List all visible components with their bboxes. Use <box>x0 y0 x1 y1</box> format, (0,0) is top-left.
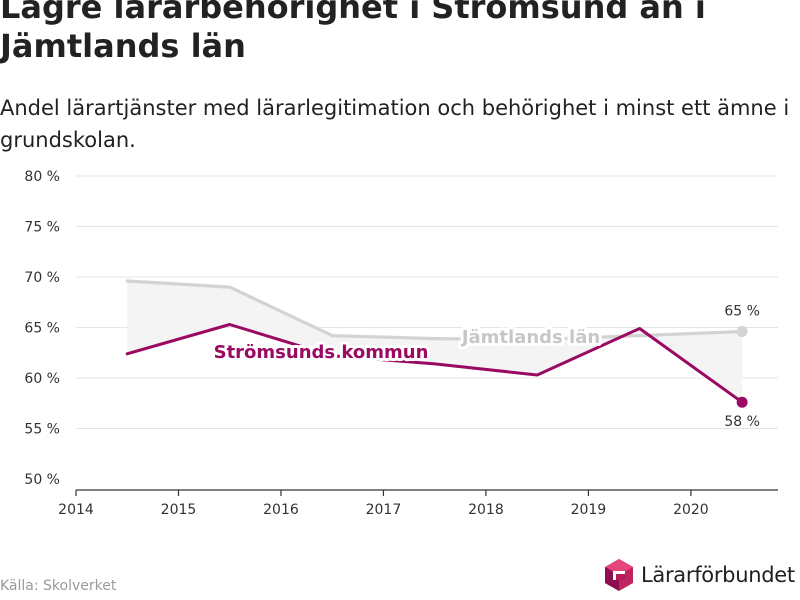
lararforbundet-logo: Lärarförbundet <box>603 558 795 592</box>
x-tick-label: 2014 <box>58 502 94 518</box>
series-label-stromsunds-kommun: Strömsunds kommun <box>214 342 429 363</box>
series-label-stromsunds-kommun-halo: Strömsunds kommun <box>214 342 429 363</box>
end-label-jamtlands-lan: 65 % <box>724 304 760 320</box>
y-tick-label: 50 % <box>24 472 60 488</box>
x-tick-label: 2020 <box>673 502 709 518</box>
x-tick-label: 2018 <box>468 502 504 518</box>
end-point-stromsunds-kommun <box>736 396 748 408</box>
chart-subtitle: Andel lärartjänster med lärarlegitimatio… <box>0 96 790 152</box>
axes: 50 % 55 % 60 % 65 % 70 % 75 % 80 % 2014 2015 2016… <box>24 169 778 518</box>
x-tick-label: 2015 <box>161 502 197 518</box>
y-tick-label: 75 % <box>24 220 60 236</box>
y-tick-label: 80 % <box>24 169 60 185</box>
end-point-jamtlands-lan <box>736 326 748 338</box>
x-tick-label: 2016 <box>263 502 299 518</box>
difference-area <box>127 281 743 403</box>
series-label-jamtlands-lan: Jämtlands län <box>460 327 600 348</box>
grid-lines <box>76 175 778 429</box>
series-line-stromsunds-kommun <box>125 323 744 404</box>
x-tick-label: 2019 <box>571 502 607 518</box>
lararforbundet-logo-icon <box>605 559 633 591</box>
y-tick-label: 55 % <box>24 422 60 438</box>
logo-text: Lärarförbundet <box>641 563 795 587</box>
series-label-jamtlands-lan-halo: Jämtlands län <box>460 327 600 348</box>
series-lines <box>125 279 748 408</box>
x-tick-label: 2017 <box>366 502 402 518</box>
chart-title: Lägre lärarbehörighet i Strömsund än i J… <box>0 0 706 65</box>
source-note: Källa: Skolverket <box>0 578 117 594</box>
y-tick-label: 60 % <box>24 371 60 387</box>
end-label-stromsunds-kommun: 58 % <box>724 414 760 430</box>
y-tick-label: 65 % <box>24 321 60 337</box>
difference-band <box>127 281 743 403</box>
series-line-jamtlands-lan <box>125 279 744 342</box>
y-tick-label: 70 % <box>24 270 60 286</box>
